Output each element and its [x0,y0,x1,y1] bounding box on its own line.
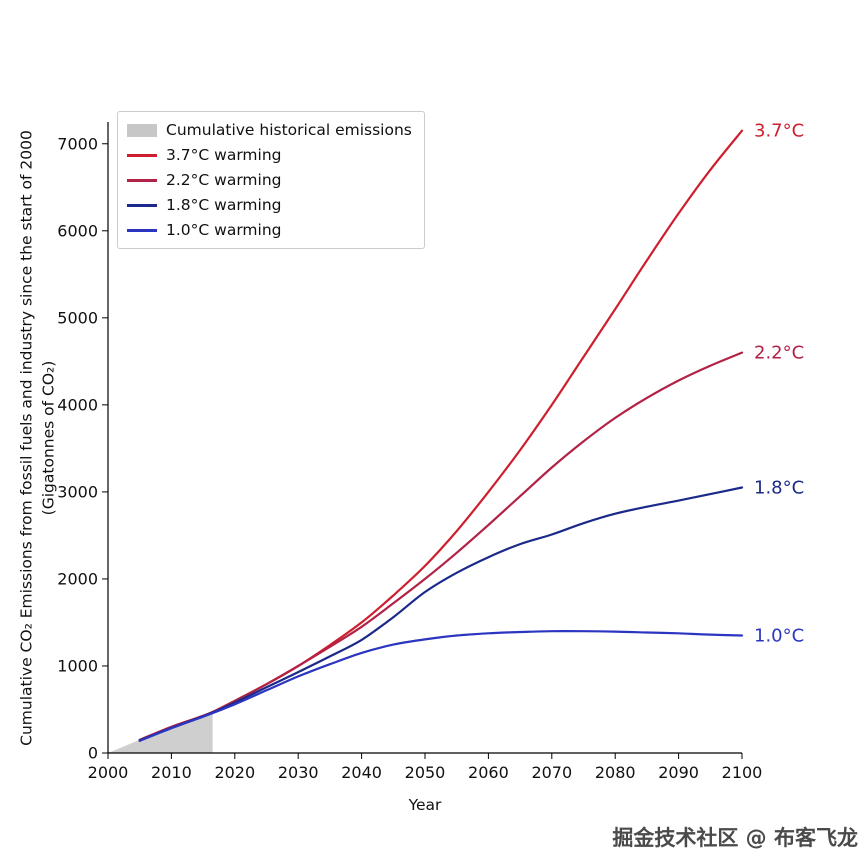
y-tick-label: 0 [88,744,98,763]
series-line-3 [138,629,744,742]
x-tick-label: 2080 [595,763,636,782]
legend-line-swatch [127,153,157,157]
y-tick-label: 1000 [57,656,98,675]
legend-item-label: 3.7°C warming [166,146,282,164]
series-end-label-1: 2.2°C [754,343,804,364]
legend-line-swatch [127,228,157,232]
legend-patch-swatch [127,123,157,137]
legend-item-label: 1.0°C warming [166,221,282,239]
legend-item: 1.0°C warming [127,219,412,241]
series-end-label-0: 3.7°C [754,121,804,142]
y-tick-label: 5000 [57,308,98,327]
legend-item: 2.2°C warming [127,169,412,191]
y-tick-label: 2000 [57,569,98,588]
legend-item: 3.7°C warming [127,144,412,166]
y-tick-label: 4000 [57,395,98,414]
watermark: 掘金技术社区 @ 布客飞龙 [612,826,858,850]
legend-line-swatch [127,178,157,182]
y-tick-label: 6000 [57,221,98,240]
y-tick-label: 7000 [57,134,98,153]
series-line-2 [138,486,744,742]
x-tick-label: 2040 [341,763,382,782]
legend-line-swatch [127,203,157,207]
x-axis-label: Year [408,796,442,814]
x-tick-label: 2070 [531,763,572,782]
x-tick-label: 2030 [278,763,319,782]
series-end-label-3: 1.0°C [754,626,804,647]
series-end-label-2: 1.8°C [754,478,804,499]
x-tick-label: 2060 [468,763,509,782]
y-tick-label: 3000 [57,482,98,501]
x-tick-label: 2090 [658,763,699,782]
legend-item-label: 2.2°C warming [166,171,282,189]
legend: Cumulative historical emissions 3.7°C war… [117,111,425,249]
x-tick-label: 2100 [722,763,763,782]
x-tick-label: 2050 [405,763,446,782]
legend-item: 1.8°C warming [127,194,412,216]
legend-item: Cumulative historical emissions [127,119,412,141]
legend-item-label: 1.8°C warming [166,196,282,214]
y-axis-label-line1: Cumulative CO₂ Emissions from fossil fue… [17,130,36,746]
y-axis-label: Cumulative CO₂ Emissions from fossil fue… [16,48,59,828]
x-tick-label: 2000 [88,763,129,782]
legend-item-label: Cumulative historical emissions [166,121,412,139]
series-line-1 [138,351,744,741]
y-axis-label-line2: (Gigatonnes of CO₂) [39,360,57,516]
x-tick-label: 2020 [214,763,255,782]
x-tick-label: 2010 [151,763,192,782]
